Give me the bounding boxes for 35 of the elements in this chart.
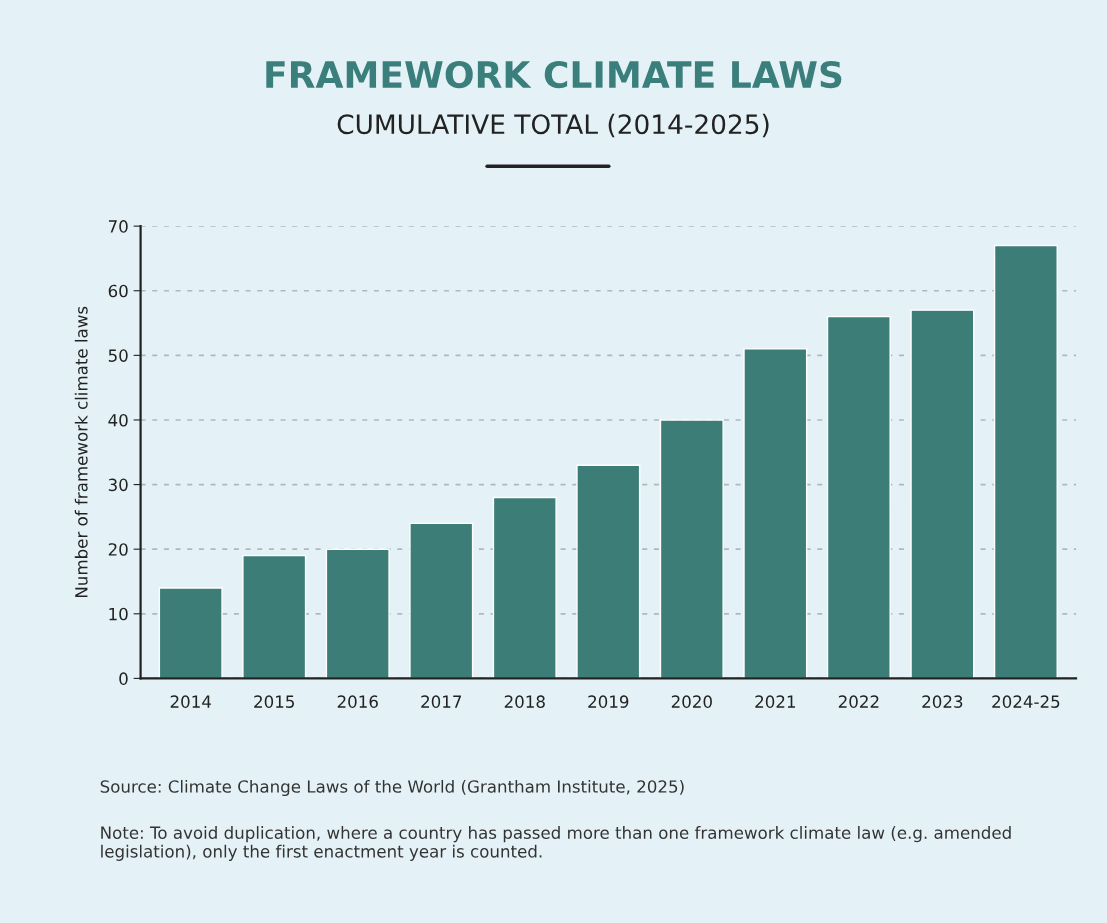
- x-tick-label: 2017: [421, 695, 462, 708]
- x-tick-label: 2019: [588, 695, 629, 708]
- x-tick-label: 2014: [170, 695, 211, 708]
- bar: [826, 315, 891, 679]
- y-axis-title: Number of framework climate laws: [74, 306, 88, 598]
- x-tick-label: 2016: [337, 695, 378, 708]
- y-tick-label: 30: [108, 478, 128, 492]
- bar: [409, 522, 474, 679]
- y-tick-label: 40: [108, 413, 128, 427]
- bar: [242, 554, 307, 679]
- y-tick-label: 50: [108, 349, 128, 362]
- bar: [576, 464, 641, 679]
- x-tick-label: 2015: [254, 695, 294, 708]
- text: Note: To avoid duplication, where a country has passed more than one framework climate law (e.g. amended legislation), only the first enactment year is counted.: [101, 826, 1011, 861]
- x-tick-label: 2023: [922, 695, 963, 708]
- chart-subtitle: CUMULATIVE TOTAL (2014-2025): [337, 113, 769, 138]
- bar: [910, 309, 975, 679]
- y-tick-label: 0: [119, 672, 128, 685]
- bar: [993, 244, 1058, 679]
- x-tick-label: 2022: [838, 695, 879, 708]
- bar: [325, 548, 390, 679]
- bar: [659, 419, 724, 679]
- x-tick-label: 2018: [504, 695, 545, 708]
- x-tick-label: 2024-25: [992, 695, 1060, 708]
- x-tick-label: 2021: [755, 695, 795, 708]
- bar: [492, 496, 557, 679]
- y-tick-label: 10: [109, 607, 128, 621]
- y-tick-label: 60: [108, 284, 128, 298]
- x-tick-label: 2020: [671, 695, 712, 708]
- bar: [158, 587, 223, 679]
- source-note: Source: Climate Change Laws of the World (Grantham Institute, 2025): [100, 779, 684, 797]
- chart-title: FRAMEWORK CLIMATE LAWS: [266, 60, 842, 89]
- y-tick-label: 70: [108, 220, 128, 233]
- bar: [743, 348, 808, 679]
- y-tick-label: 20: [108, 543, 128, 556]
